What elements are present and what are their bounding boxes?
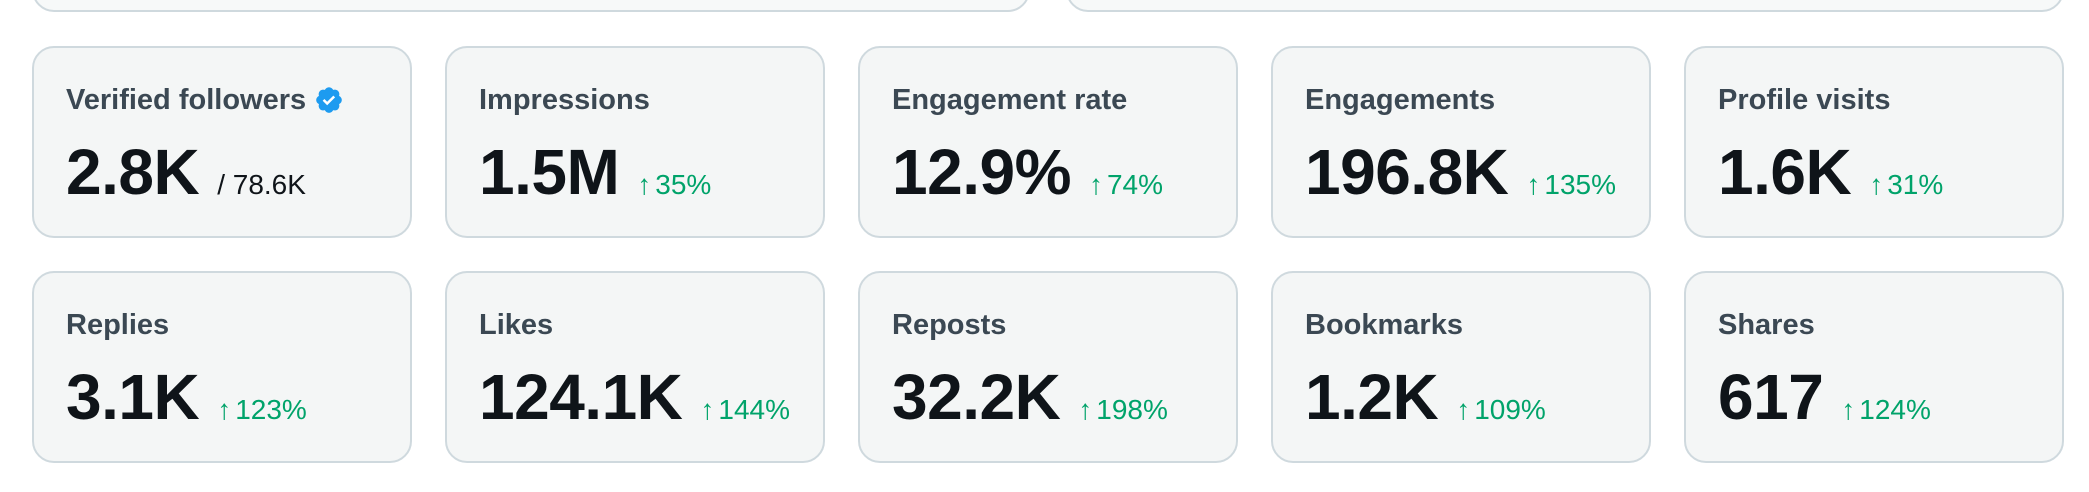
metric-value: 32.2K: [892, 361, 1061, 433]
metric-label: Engagements: [1305, 84, 1496, 116]
metrics-grid: Verified followers 2.8K / 78.6K Impressi…: [32, 46, 2065, 463]
metric-value-row: 1.6K ↑ 31%: [1718, 134, 2062, 210]
metric-delta: ↑ 198%: [1078, 394, 1168, 426]
metric-value: 12.9%: [892, 136, 1071, 208]
metric-delta: ↑ 135%: [1526, 169, 1616, 201]
metric-value: 1.5M: [479, 136, 620, 208]
metric-label: Replies: [66, 309, 170, 341]
metric-card-bookmarks[interactable]: Bookmarks 1.2K ↑ 109%: [1271, 271, 1651, 463]
metric-card-reposts[interactable]: Reposts 32.2K ↑ 198%: [858, 271, 1238, 463]
metric-value: 1.6K: [1718, 136, 1852, 208]
metric-value: 196.8K: [1305, 136, 1509, 208]
metric-title-row: Likes: [479, 307, 823, 343]
arrow-up-icon: ↑: [700, 394, 715, 425]
metric-card-verified-followers[interactable]: Verified followers 2.8K / 78.6K: [32, 46, 412, 238]
metric-value: 1.2K: [1305, 361, 1439, 433]
metric-value: 617: [1718, 361, 1824, 433]
metric-delta: ↑ 74%: [1089, 169, 1163, 201]
metric-title-row: Verified followers: [66, 82, 410, 118]
metric-card-likes[interactable]: Likes 124.1K ↑ 144%: [445, 271, 825, 463]
metric-title-row: Reposts: [892, 307, 1236, 343]
metric-value-row: 1.5M ↑ 35%: [479, 134, 823, 210]
metric-card-engagements[interactable]: Engagements 196.8K ↑ 135%: [1271, 46, 1651, 238]
metric-delta: ↑ 144%: [700, 394, 790, 426]
metric-delta-value: 135%: [1544, 169, 1616, 200]
arrow-up-icon: ↑: [1456, 394, 1471, 425]
metric-card-engagement-rate[interactable]: Engagement rate 12.9% ↑ 74%: [858, 46, 1238, 238]
metric-card-shares[interactable]: Shares 617 ↑ 124%: [1684, 271, 2064, 463]
top-panel-left: [32, 0, 1030, 12]
metric-delta: ↑ 31%: [1869, 169, 1943, 201]
metric-delta-value: 35%: [655, 169, 712, 200]
metric-label: Engagement rate: [892, 84, 1128, 116]
metric-card-impressions[interactable]: Impressions 1.5M ↑ 35%: [445, 46, 825, 238]
metric-title-row: Engagements: [1305, 82, 1649, 118]
metric-label: Likes: [479, 309, 554, 341]
arrow-up-icon: ↑: [1078, 394, 1093, 425]
metric-label: Impressions: [479, 84, 650, 116]
arrow-up-icon: ↑: [1869, 169, 1884, 200]
metric-label: Shares: [1718, 309, 1815, 341]
metric-value-row: 124.1K ↑ 144%: [479, 359, 823, 435]
metric-value-row: 12.9% ↑ 74%: [892, 134, 1236, 210]
metric-title-row: Replies: [66, 307, 410, 343]
metric-value: 124.1K: [479, 361, 683, 433]
metric-card-profile-visits[interactable]: Profile visits 1.6K ↑ 31%: [1684, 46, 2064, 238]
arrow-up-icon: ↑: [217, 394, 232, 425]
metric-label: Profile visits: [1718, 84, 1891, 116]
metric-delta-value: 144%: [718, 394, 790, 425]
metric-value-row: 3.1K ↑ 123%: [66, 359, 410, 435]
verified-badge-icon: [314, 85, 344, 115]
top-panel-right: [1066, 0, 2064, 12]
metric-card-replies[interactable]: Replies 3.1K ↑ 123%: [32, 271, 412, 463]
metric-delta: ↑ 124%: [1841, 394, 1931, 426]
arrow-up-icon: ↑: [1841, 394, 1856, 425]
arrow-up-icon: ↑: [1526, 169, 1541, 200]
metric-delta-value: 123%: [235, 394, 307, 425]
metric-value-row: 1.2K ↑ 109%: [1305, 359, 1649, 435]
metric-value: 2.8K: [66, 136, 200, 208]
arrow-up-icon: ↑: [1088, 169, 1103, 200]
arrow-up-icon: ↑: [637, 169, 652, 200]
metric-title-row: Impressions: [479, 82, 823, 118]
metric-title-row: Bookmarks: [1305, 307, 1649, 343]
metric-total: / 78.6K: [217, 169, 306, 200]
metric-value-row: 617 ↑ 124%: [1718, 359, 2062, 435]
metric-delta-value: 31%: [1887, 169, 1944, 200]
metric-delta-value: 124%: [1859, 394, 1931, 425]
metric-value-row: 196.8K ↑ 135%: [1305, 134, 1649, 210]
metric-title-row: Shares: [1718, 307, 2062, 343]
metric-label: Reposts: [892, 309, 1007, 341]
metric-title-row: Profile visits: [1718, 82, 2062, 118]
metric-value-row: 32.2K ↑ 198%: [892, 359, 1236, 435]
metric-delta-value: 74%: [1106, 169, 1164, 200]
metric-title-row: Engagement rate: [892, 82, 1236, 118]
metric-delta-value: 198%: [1096, 394, 1168, 425]
metric-label: Verified followers: [66, 84, 307, 116]
metric-delta: ↑ 109%: [1456, 394, 1546, 426]
metric-delta: ↑ 35%: [637, 169, 711, 201]
metric-value: 3.1K: [66, 361, 200, 433]
metric-delta-value: 109%: [1474, 394, 1546, 425]
metric-value-row: 2.8K / 78.6K: [66, 134, 410, 210]
metric-label: Bookmarks: [1305, 309, 1463, 341]
metric-delta: ↑ 123%: [217, 394, 307, 426]
